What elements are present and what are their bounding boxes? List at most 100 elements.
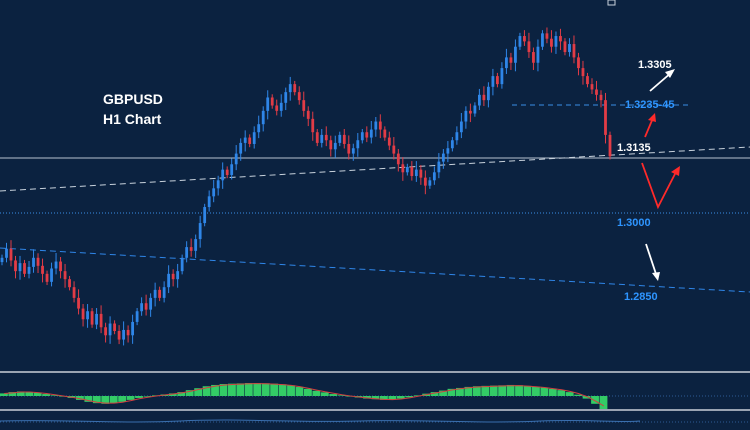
candle-body-bear [378,121,382,130]
arrow-zigzag-red [641,162,680,210]
macd-bar [515,385,523,396]
candle-body-bear [23,263,26,274]
candle-body-bull [518,36,522,47]
candle-body-bear [329,140,333,150]
candle-body-bull [239,142,243,154]
macd-bar [447,388,456,396]
candle-body-bear [144,303,148,310]
trendline-lower-sloped [0,247,750,293]
candle-body-bull [149,297,153,310]
macd-bar [295,386,304,396]
candle-body-bear [392,145,396,154]
macd-bar [25,392,34,396]
candle-body-bear [559,36,562,42]
candle-body-bear [302,100,306,111]
candle-body-bear [482,94,486,101]
candle-body-bear [81,308,85,320]
candle-body-bear [63,271,67,280]
candlestick-series [0,27,612,346]
candle-body-bear [599,94,603,101]
candle-body-bear [383,129,387,138]
candle-body-bull [459,121,463,133]
candle-body-bear [410,166,414,177]
chart-title-symbol: GBPUSD [103,91,163,107]
macd-bar [472,386,481,396]
candle-body-bull [536,46,540,63]
candle-body-bull [554,36,558,47]
macd-bar [380,396,388,400]
candle-body-bull [135,311,139,322]
macd-bar [33,392,42,396]
candle-body-bear [45,273,49,282]
candle-body-bear [324,134,328,141]
candle-body-bull [477,94,481,106]
level-label-1-2850: 1.2850 [624,291,658,303]
macd-bar [109,396,118,404]
candle-body-bear [77,297,80,309]
candle-body-bull [212,188,216,197]
candle-body-bear [563,41,567,53]
candle-body-bull [108,323,112,336]
candle-body-bull [122,329,125,340]
candle-body-bull [185,247,189,258]
macd-bar [228,383,236,396]
macd-bar [506,384,515,396]
candle-body-bull [288,84,292,93]
macd-bar [16,391,25,396]
candle-body-bear [586,76,589,85]
candle-body-bear [509,57,513,63]
macd-signal-line [4,383,605,407]
candle-body-bull [450,140,454,149]
macd-bar [523,385,532,396]
macd-bar [135,396,143,398]
candle-body-bull [221,169,225,181]
candle-body-bull [333,142,337,150]
macd-bar [574,394,583,396]
candle-body-bull [86,311,89,320]
candle-body-bull [491,76,495,87]
macd-bar [76,396,84,400]
macd-bar [489,385,498,396]
candle-body-bear [90,311,94,325]
macd-bar [219,384,228,396]
macd-bar [84,396,93,402]
macd-bar [287,385,295,396]
candle-body-bear [532,52,535,63]
candle-body-bull [234,153,238,165]
candle-body-bull [437,161,441,173]
candle-body-bull [252,132,256,144]
candle-body-bull [167,273,171,288]
candle-body-bear [99,313,103,328]
candle-body-bear [225,169,229,175]
candle-body-bull [568,44,571,53]
candle-body-bull [207,196,211,208]
candle-body-bull [360,132,364,141]
candle-body-bull [32,257,35,267]
candle-body-bear [36,257,40,266]
macd-bar [8,392,17,396]
candle-body-bull [464,110,468,122]
macd-bar [548,388,557,396]
macd-bar [42,394,51,396]
candle-body-bull [414,169,418,177]
candle-body-bear [581,68,585,77]
macd-bar [396,396,405,399]
macd-bar [278,384,287,396]
macd-bar [304,388,312,396]
macd-bar [498,385,507,396]
level-label-1-3235-45: 1.3235-45 [625,99,675,111]
macd-bar [312,390,321,396]
macd-bar [540,387,549,396]
macd-bar [371,396,380,400]
macd-bar [565,392,574,396]
macd-bar [582,396,591,399]
candle-body-bear [59,261,62,272]
macd-bar [388,396,397,400]
macd-bar [439,390,447,396]
candle-body-bear [248,137,252,144]
arrow-up-white [649,69,675,92]
candle-body-bull [27,266,31,274]
candle-body-bear [396,153,400,165]
macd-bar [143,396,152,397]
arrow-down-white [645,243,660,281]
